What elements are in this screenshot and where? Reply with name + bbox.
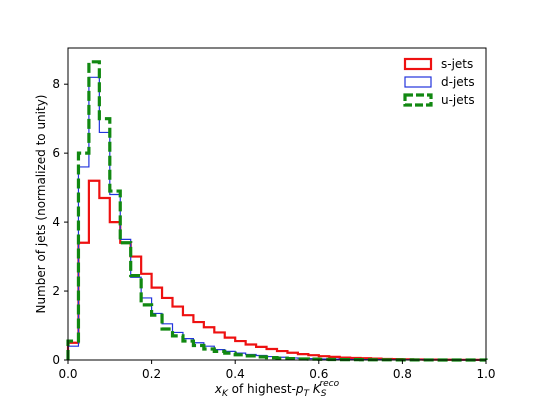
series-u-jets — [66, 60, 488, 362]
x-axis: 0.0 0.2 0.4 0.6 0.8 1.0 — [58, 360, 496, 381]
x-tick-label: 0.6 — [309, 367, 328, 381]
legend-label-d-jets: d-jets — [441, 75, 475, 89]
legend-swatch-d-jets — [404, 76, 432, 88]
y-axis: 0 2 4 6 8 — [52, 77, 68, 367]
y-tick-label: 4 — [52, 215, 60, 229]
x-label-k-sub: S — [321, 389, 327, 399]
y-tick-label: 6 — [52, 146, 60, 160]
x-label-x-sub: K — [222, 389, 229, 399]
legend: s-jets d-jets u-jets — [403, 57, 475, 107]
x-tick-label: 0.0 — [58, 367, 77, 381]
series-d-jets — [67, 76, 487, 361]
x-label-middle: of highest- — [228, 382, 296, 396]
x-tick-label: 0.8 — [393, 367, 412, 381]
y-tick-label: 8 — [52, 77, 60, 91]
y-axis-label: Number of jets (normalized to unity) — [34, 95, 48, 314]
x-label-p-sub: T — [304, 389, 311, 399]
x-tick-label: 0.2 — [142, 367, 161, 381]
plot-frame — [67, 47, 487, 361]
series-layer — [66, 60, 488, 362]
x-axis-label: xK of highest-pT KSreco — [214, 379, 340, 399]
x-label-k-sup: reco — [319, 379, 339, 389]
y-tick-label: 2 — [52, 284, 60, 298]
x-tick-label: 0.4 — [226, 367, 245, 381]
legend-label-s-jets: s-jets — [441, 57, 473, 71]
x-tick-label: 1.0 — [476, 367, 495, 381]
x-label-k: K — [313, 382, 322, 396]
legend-swatch-s-jets — [403, 57, 433, 71]
y-tick-label: 0 — [52, 353, 60, 367]
legend-label-u-jets: u-jets — [441, 93, 475, 107]
legend-swatch-u-jets — [403, 93, 433, 107]
x-label-p: p — [295, 382, 304, 396]
x-label-x: x — [214, 382, 223, 396]
